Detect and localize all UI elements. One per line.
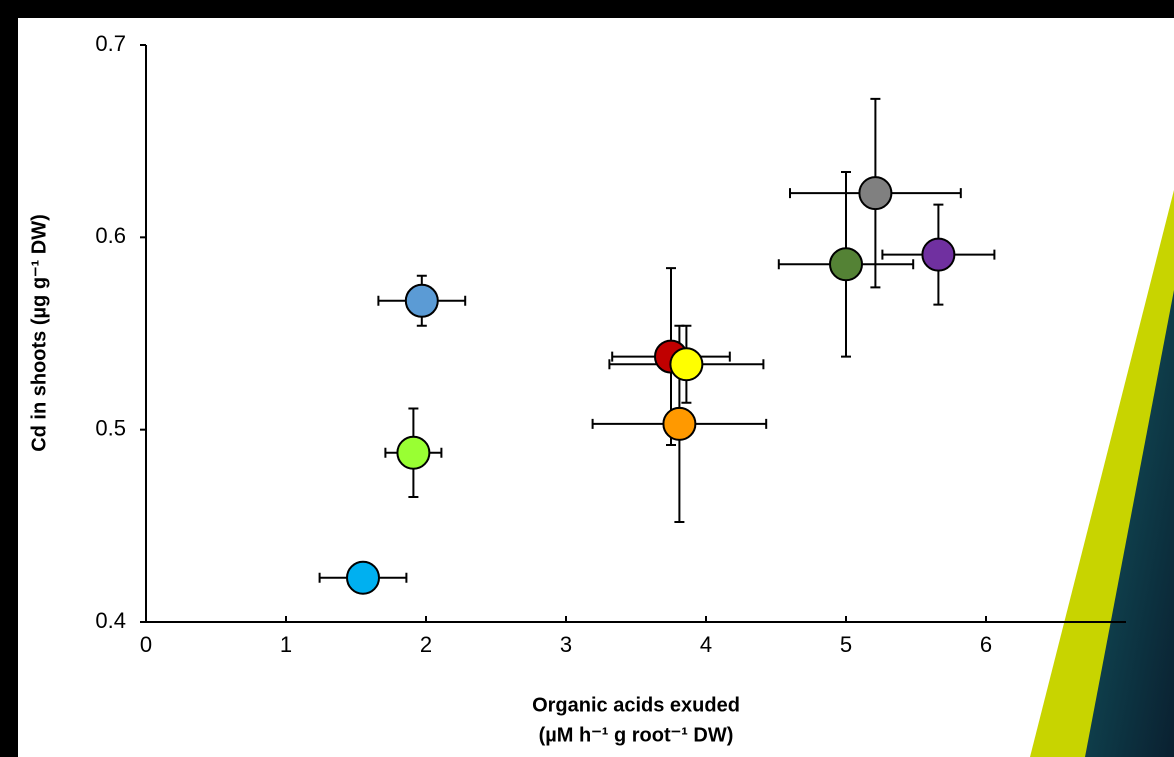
- x-tick-label: 1: [280, 632, 292, 657]
- plot: 0.4 0.5 0.6 0.7 0 1 2 3 4 5 6 Organic acids exuded (…: [28, 31, 1126, 746]
- x-axis-title: Organic acids exuded: [532, 694, 740, 716]
- point: [829, 247, 863, 282]
- y-tick-label: 0.4: [95, 608, 126, 633]
- point: [396, 435, 431, 470]
- x-tick-label: 5: [840, 632, 852, 657]
- point: [346, 560, 380, 595]
- point: [921, 237, 956, 272]
- y-tick-label: 0.7: [95, 31, 126, 56]
- x-tick-label: 4: [700, 632, 712, 657]
- point: [662, 406, 697, 441]
- x-axis-title: (µM h⁻¹ g root⁻¹ DW): [539, 724, 734, 746]
- point: [404, 283, 439, 318]
- decor-image: [1085, 290, 1174, 757]
- x-tick-label: 2: [420, 632, 432, 657]
- point: [858, 176, 893, 211]
- point: [669, 347, 704, 382]
- x-tick-label: 6: [980, 632, 992, 657]
- plot-background: [18, 18, 1174, 757]
- y-tick-label: 0.5: [95, 415, 126, 440]
- x-tick-label: 3: [560, 632, 572, 657]
- x-tick-label: 0: [140, 632, 152, 657]
- y-tick-label: 0.6: [95, 223, 126, 248]
- y-axis-title: Cd in shoots (µg g⁻¹ DW): [28, 214, 50, 452]
